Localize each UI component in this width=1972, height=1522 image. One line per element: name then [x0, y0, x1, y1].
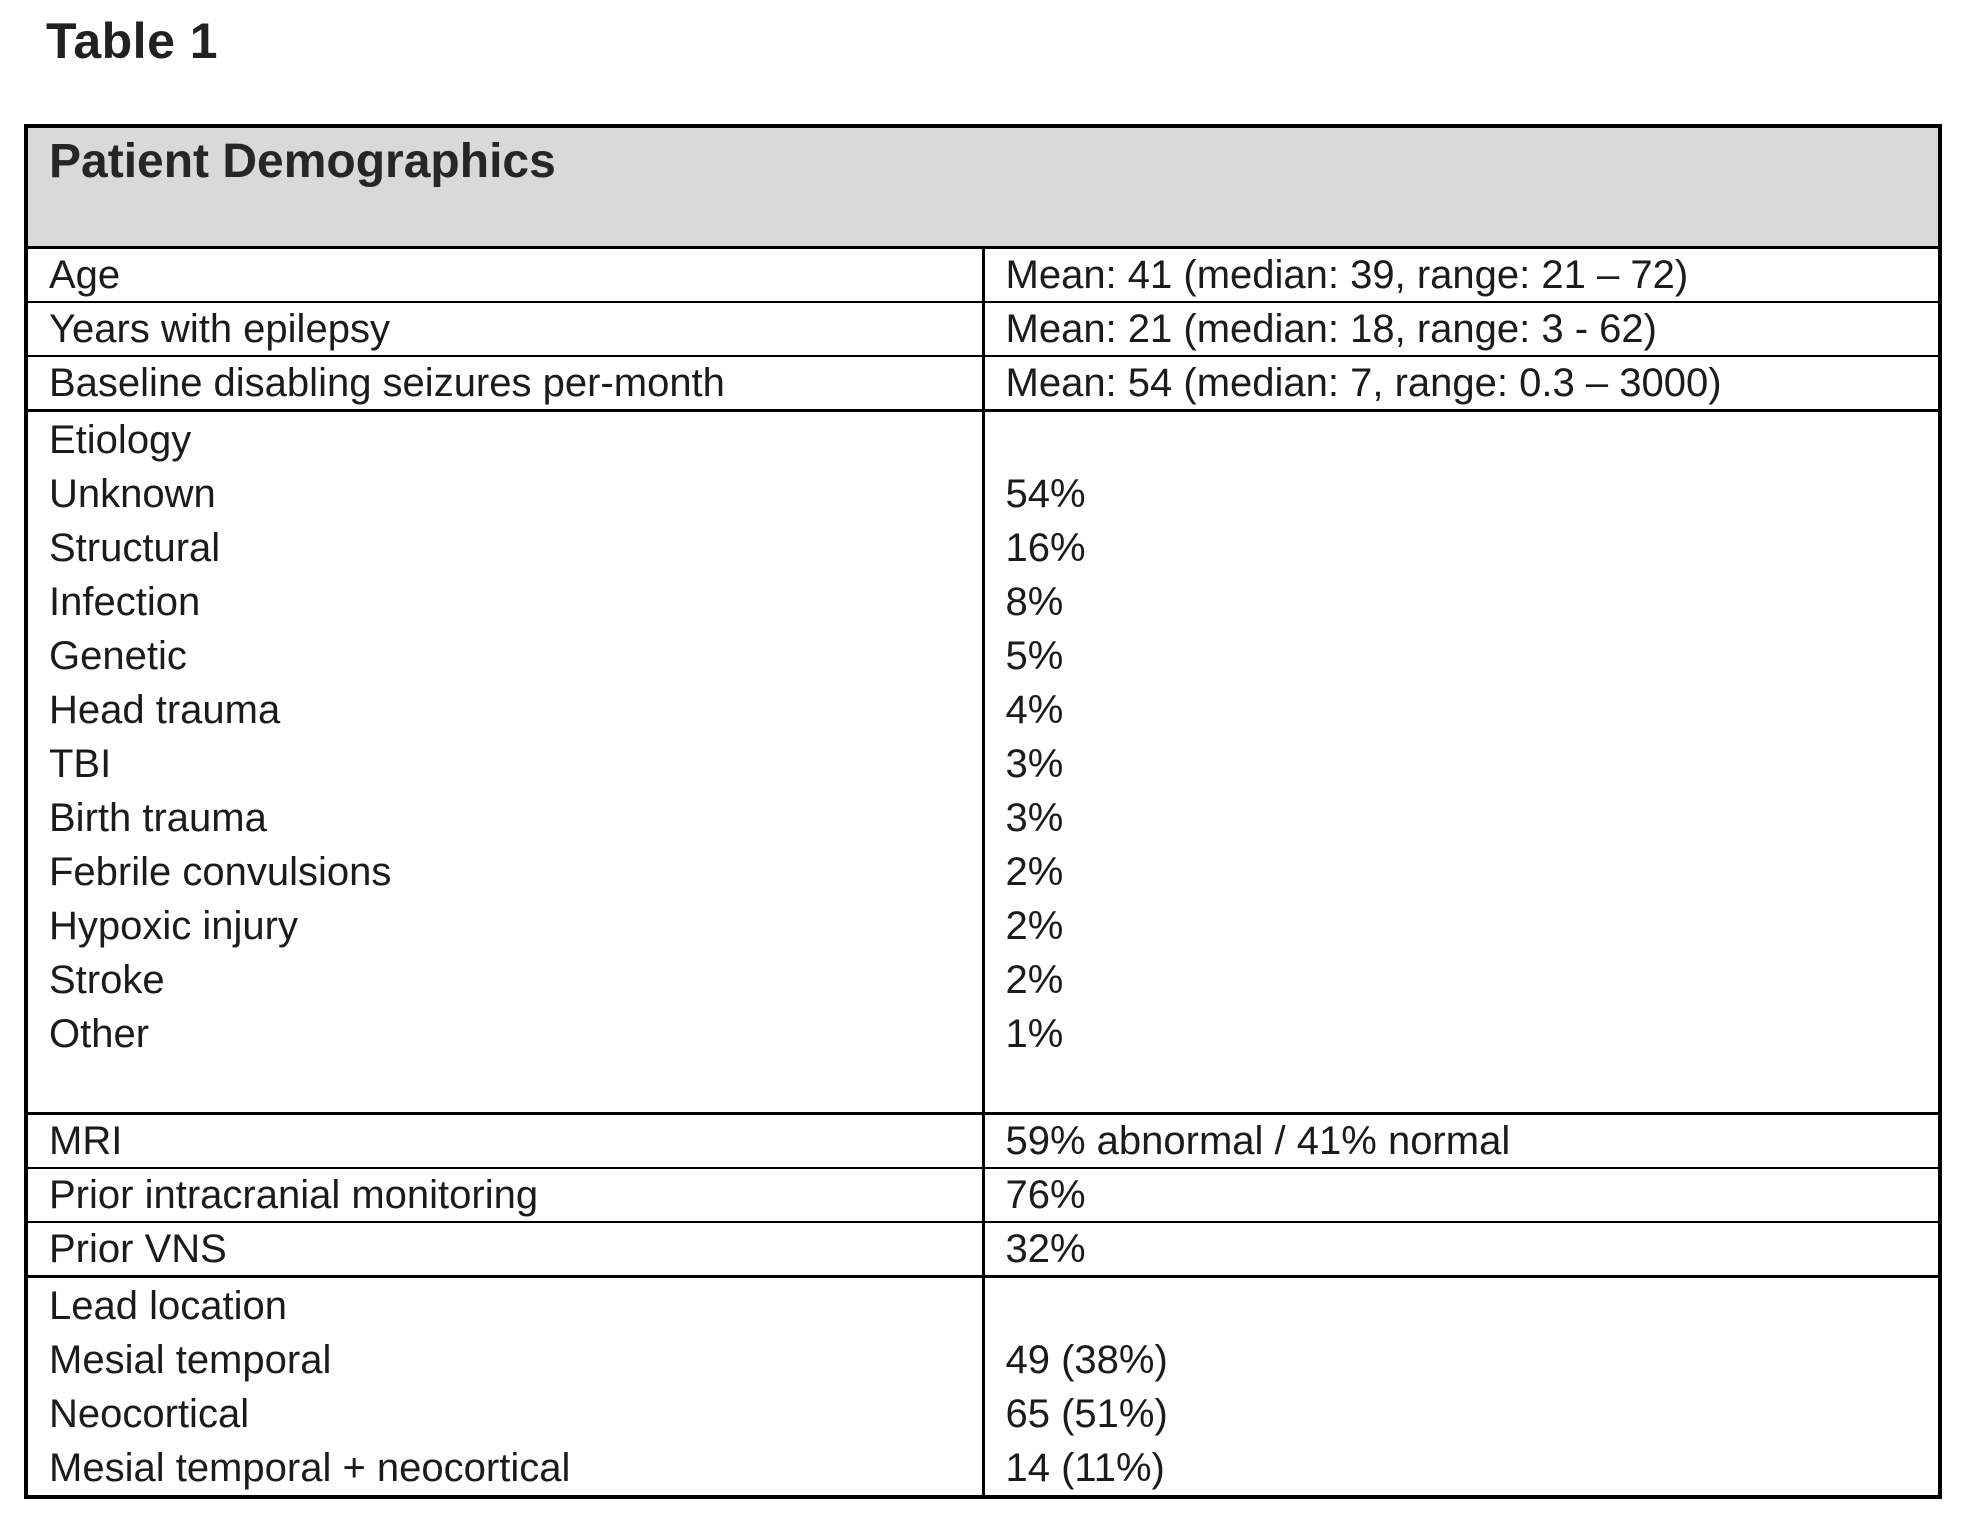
- table-row-lead-location-group: Lead location Mesial temporal Neocortica…: [25, 1275, 1941, 1498]
- lead-location-item-value: 65 (51%): [1005, 1392, 1168, 1436]
- lead-location-group-title: Lead location: [49, 1284, 287, 1328]
- etiology-item-value: 2%: [1005, 958, 1064, 1002]
- etiology-item-value: 2%: [1005, 904, 1064, 948]
- etiology-item-value: 8%: [1005, 580, 1064, 624]
- lead-location-item-value: 49 (38%): [1005, 1338, 1168, 1382]
- etiology-item-value: 4%: [1005, 688, 1064, 732]
- etiology-item-value: 3%: [1005, 796, 1064, 840]
- etiology-item-label: TBI: [49, 742, 112, 786]
- table-caption: Table 1: [46, 13, 219, 69]
- etiology-item-value: 2%: [1005, 850, 1064, 894]
- row-label-cell: Years with epilepsy: [25, 301, 985, 357]
- etiology-item-label: Birth trauma: [49, 796, 267, 840]
- etiology-label-cell: Etiology Unknown Structural Infection Ge…: [25, 409, 985, 1115]
- row-label-cell: Age: [25, 246, 985, 303]
- etiology-item-value: 5%: [1005, 634, 1064, 678]
- table-header-row: Patient Demographics: [25, 125, 1941, 249]
- table-row-prior-vns: Prior VNS 32%: [25, 1221, 1941, 1278]
- lead-location-item-value: 14 (11%): [1005, 1446, 1165, 1490]
- lead-location-item-label: Mesial temporal + neocortical: [49, 1446, 571, 1490]
- table-row-etiology-group: Etiology Unknown Structural Infection Ge…: [25, 409, 1941, 1115]
- etiology-item-label: Other: [49, 1012, 150, 1056]
- etiology-item-label: Head trauma: [49, 688, 281, 732]
- row-label-cell: Prior intracranial monitoring: [25, 1167, 985, 1223]
- etiology-value-cell: 54% 16% 8% 5% 4% 3% 3% 2% 2% 2% 1%: [982, 409, 1941, 1115]
- etiology-item-value: 1%: [1005, 1012, 1064, 1056]
- row-value-cell: 59% abnormal / 41% normal: [982, 1112, 1941, 1169]
- row-label-cell: Prior VNS: [25, 1221, 985, 1278]
- lead-location-value-cell: 49 (38%) 65 (51%) 14 (11%): [982, 1275, 1941, 1498]
- row-value-cell: Mean: 54 (median: 7, range: 0.3 – 3000): [982, 355, 1941, 412]
- row-value-cell: Mean: 21 (median: 18, range: 3 - 62): [982, 301, 1941, 357]
- table-row-baseline-seizures: Baseline disabling seizures per-month Me…: [25, 355, 1941, 412]
- row-label-cell: MRI: [25, 1112, 985, 1169]
- etiology-item-label: Febrile convulsions: [49, 850, 392, 894]
- etiology-item-label: Unknown: [49, 472, 216, 516]
- table-row-age: Age Mean: 41 (median: 39, range: 21 – 72…: [25, 246, 1941, 303]
- lead-location-label-cell: Lead location Mesial temporal Neocortica…: [25, 1275, 985, 1498]
- etiology-item-label: Infection: [49, 580, 201, 624]
- row-label-cell: Baseline disabling seizures per-month: [25, 355, 985, 412]
- patient-demographics-table: Patient Demographics Age Mean: 41 (media…: [24, 124, 1942, 1499]
- document-page: Table 1 Patient Demographics Age Mean: 4…: [0, 10, 1972, 1522]
- etiology-item-value: 3%: [1005, 742, 1064, 786]
- etiology-item-label: Stroke: [49, 958, 165, 1002]
- lead-location-item-label: Mesial temporal: [49, 1338, 332, 1382]
- table-row-prior-intracranial-monitoring: Prior intracranial monitoring 76%: [25, 1167, 1941, 1223]
- lead-location-item-label: Neocortical: [49, 1392, 250, 1436]
- etiology-item-label: Hypoxic injury: [49, 904, 298, 948]
- etiology-item-label: Structural: [49, 526, 221, 570]
- row-value-cell: 76%: [982, 1167, 1941, 1223]
- row-value-cell: Mean: 41 (median: 39, range: 21 – 72): [982, 246, 1941, 303]
- lead-location-value-spacer: [1006, 1279, 1929, 1333]
- table-row-years-with-epilepsy: Years with epilepsy Mean: 21 (median: 18…: [25, 301, 1941, 357]
- etiology-item-value: 54%: [1005, 472, 1086, 516]
- etiology-item-value: 16%: [1005, 526, 1086, 570]
- etiology-item-label: Genetic: [49, 634, 187, 678]
- etiology-value-spacer: [1006, 414, 1929, 468]
- etiology-group-title: Etiology: [49, 418, 192, 462]
- table-row-mri: MRI 59% abnormal / 41% normal: [25, 1112, 1941, 1169]
- table-header-cell: Patient Demographics: [25, 125, 1941, 249]
- row-value-cell: 32%: [982, 1221, 1941, 1278]
